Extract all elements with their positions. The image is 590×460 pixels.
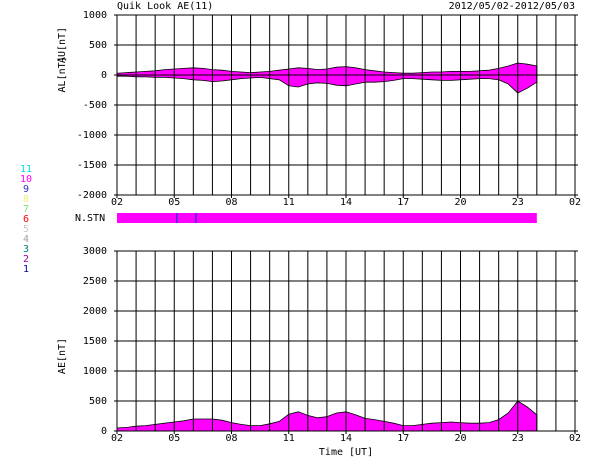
y-tick-label: 2000 xyxy=(83,306,107,317)
y-tick-label: -2000 xyxy=(77,190,107,201)
y-tick-label: 2500 xyxy=(83,276,107,287)
chart-subtitle: 2012/05/02-2012/05/03 xyxy=(449,1,575,12)
scale-label: 1 xyxy=(23,264,29,275)
x-axis-label: Time [UT] xyxy=(319,447,373,458)
y-tick-label: 1000 xyxy=(83,10,107,21)
strip-label: N.STN xyxy=(75,213,105,224)
x-tick-label: 05 xyxy=(168,433,180,444)
y-axis-label: AU[nT] xyxy=(57,27,68,63)
scale-label: 8 xyxy=(23,194,29,205)
y-tick-label: -1500 xyxy=(77,160,107,171)
x-tick-label: 02 xyxy=(111,197,123,208)
y-axis-label: AE[nT] xyxy=(57,338,68,374)
station-segment xyxy=(117,213,537,223)
scale-label: 9 xyxy=(23,184,29,195)
y-tick-label: 0 xyxy=(101,426,107,437)
area xyxy=(116,74,538,94)
x-tick-label: 11 xyxy=(283,197,295,208)
scale-label: 11 xyxy=(20,164,32,175)
y-tick-label: -500 xyxy=(83,100,107,111)
scale-label: 4 xyxy=(23,234,29,245)
station-segment xyxy=(176,213,178,223)
scale-label: 2 xyxy=(23,254,29,265)
y-tick-label: 500 xyxy=(89,396,107,407)
y-tick-label: 1500 xyxy=(83,336,107,347)
y-axis-label: AL[nT] xyxy=(57,56,68,92)
y-tick-label: 0 xyxy=(101,70,107,81)
station-segment xyxy=(195,213,197,223)
plot-frame xyxy=(116,14,576,196)
x-tick-label: 20 xyxy=(454,433,466,444)
x-tick-label: 02 xyxy=(569,197,581,208)
x-tick-label: 23 xyxy=(512,197,524,208)
x-tick-label: 02 xyxy=(569,433,581,444)
x-tick-label: 02 xyxy=(111,433,123,444)
x-tick-label: 05 xyxy=(168,197,180,208)
scale-label: 3 xyxy=(23,244,29,255)
scale-label: 10 xyxy=(20,174,32,185)
scale-label: 5 xyxy=(23,224,29,235)
x-tick-label: 14 xyxy=(340,197,352,208)
x-tick-label: 20 xyxy=(454,197,466,208)
chart-title: Quik Look AE(11) xyxy=(117,1,213,12)
area xyxy=(116,400,538,432)
x-tick-label: 17 xyxy=(397,197,409,208)
y-tick-label: -1000 xyxy=(77,130,107,141)
y-tick-label: 3000 xyxy=(83,246,107,257)
scale-label: 7 xyxy=(23,204,29,215)
x-tick-label: 11 xyxy=(283,433,295,444)
area xyxy=(116,62,538,76)
y-tick-label: 500 xyxy=(89,40,107,51)
x-tick-label: 14 xyxy=(340,433,352,444)
x-tick-label: 17 xyxy=(397,433,409,444)
x-tick-label: 23 xyxy=(512,433,524,444)
plot-frame xyxy=(116,250,576,432)
scale-label: 6 xyxy=(23,214,29,225)
x-tick-label: 08 xyxy=(225,197,237,208)
x-tick-label: 08 xyxy=(225,433,237,444)
y-tick-label: 1000 xyxy=(83,366,107,377)
